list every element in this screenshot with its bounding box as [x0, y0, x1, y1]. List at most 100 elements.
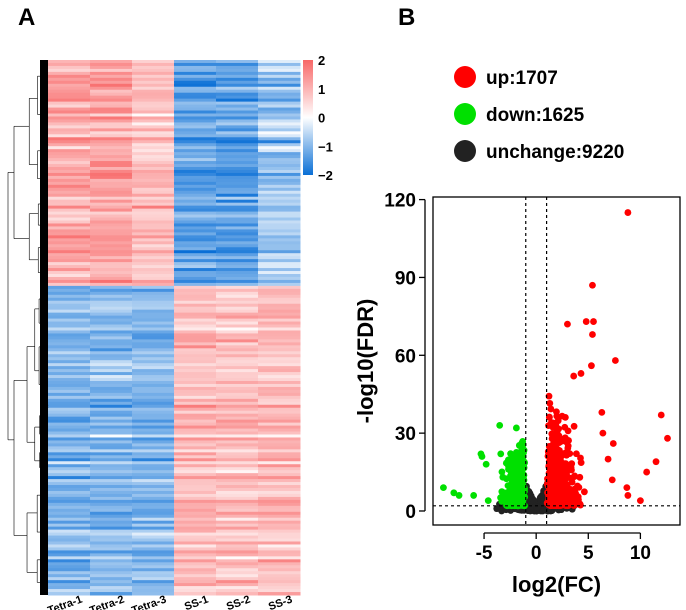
heatmap-cell	[132, 113, 175, 117]
heatmap-cell	[174, 318, 217, 323]
heatmap-cell	[132, 152, 175, 156]
heatmap-cell	[90, 303, 133, 308]
heatmap-cell	[48, 520, 91, 525]
heatmap-cell	[90, 268, 133, 272]
heatmap-cell	[258, 196, 301, 201]
heatmap-cell	[216, 297, 259, 302]
heatmap-cell	[90, 455, 133, 459]
heatmap-cell	[48, 274, 91, 278]
panel-b-label: B	[398, 4, 416, 31]
point-up	[562, 438, 570, 446]
heatmap-cell	[216, 211, 259, 216]
heatmap-cell	[48, 327, 91, 331]
heatmap-cell	[174, 538, 217, 542]
heatmap-cell	[216, 357, 259, 361]
heatmap-cell	[216, 241, 259, 245]
heatmap-cell	[132, 496, 175, 501]
heatmap-cell	[258, 383, 301, 388]
heatmap-cell	[132, 312, 175, 317]
heatmap-cell	[48, 499, 91, 504]
heatmap-cell	[90, 271, 133, 275]
heatmap-cell	[258, 381, 301, 385]
heatmap-cell	[216, 202, 259, 207]
heatmap-cell	[90, 395, 133, 400]
heatmap-cell	[174, 288, 217, 293]
point-up	[549, 482, 557, 490]
heatmap-cell	[258, 330, 301, 334]
heatmap-cell	[216, 556, 259, 560]
heatmap-cell	[216, 104, 259, 109]
heatmap-cell	[258, 226, 301, 230]
heatmap-cell	[90, 526, 133, 531]
heatmap-cell	[90, 345, 133, 349]
heatmap-cell	[258, 288, 301, 293]
heatmap-cell	[90, 306, 133, 311]
point-down	[440, 484, 447, 492]
heatmap-cell	[216, 60, 259, 64]
heatmap-cell	[258, 348, 301, 352]
heatmap-cell	[48, 158, 91, 162]
heatmap-cell	[90, 238, 133, 242]
point-up	[561, 423, 569, 431]
heatmap-cell	[258, 134, 301, 138]
heatmap-cell	[216, 164, 259, 168]
heatmap-cell	[216, 342, 259, 346]
heatmap-cell	[90, 461, 133, 465]
heatmap-cell	[48, 253, 91, 257]
heatmap-cell	[90, 77, 133, 82]
point-up	[556, 435, 564, 443]
heatmap-cell	[216, 458, 259, 462]
heatmap-cell	[216, 244, 259, 248]
heatmap-cell	[258, 452, 301, 456]
point-up	[545, 413, 553, 421]
heatmap-cell	[132, 452, 175, 456]
heatmap-cell	[48, 378, 91, 382]
heatmap-cell	[90, 223, 133, 227]
y-tick-label: 0	[405, 502, 416, 523]
heatmap-cell	[132, 199, 175, 204]
heatmap-cell	[174, 499, 217, 504]
heatmap-cell	[258, 294, 301, 299]
heatmap-cell	[216, 369, 259, 373]
point-down	[455, 492, 463, 499]
heatmap-cell	[132, 235, 175, 239]
heatmap-cell	[90, 574, 133, 578]
point-up	[562, 498, 570, 506]
heatmap-cell	[90, 580, 133, 584]
heatmap-cell	[174, 514, 217, 519]
heatmap-cell	[174, 89, 217, 94]
heatmap-cell	[174, 431, 217, 435]
legend-marker	[454, 140, 476, 162]
heatmap-cell	[132, 241, 175, 245]
heatmap-cell	[174, 199, 217, 204]
point-up	[590, 318, 597, 325]
point-up	[588, 362, 595, 370]
heatmap-cell	[90, 559, 133, 563]
heatmap-cell	[48, 404, 91, 409]
heatmap-cell	[216, 196, 259, 201]
heatmap-cell	[90, 499, 133, 504]
heatmap-cell	[216, 428, 259, 433]
heatmap-cell	[90, 520, 133, 525]
heatmap-cell	[258, 140, 301, 144]
point-down	[484, 497, 492, 505]
heatmap-cell	[132, 107, 175, 112]
heatmap-cell	[132, 348, 175, 352]
heatmap-cell	[48, 193, 91, 198]
heatmap-cell	[174, 401, 217, 406]
heatmap-cell	[258, 68, 301, 73]
heatmap-cell	[174, 508, 217, 513]
heatmap-cell	[90, 167, 133, 171]
heatmap-cell	[48, 473, 91, 477]
heatmap-cell	[48, 80, 91, 85]
heatmap-cell	[258, 303, 301, 308]
heatmap-cell	[216, 467, 259, 471]
heatmap-cell	[48, 363, 91, 367]
heatmap-cell	[258, 422, 301, 427]
heatmap-cell	[48, 333, 91, 337]
heatmap-cell	[132, 488, 175, 492]
heatmap-cell	[48, 309, 91, 314]
heatmap-cell	[258, 586, 301, 590]
heatmap-cell	[216, 262, 259, 266]
heatmap-cell	[174, 416, 217, 421]
